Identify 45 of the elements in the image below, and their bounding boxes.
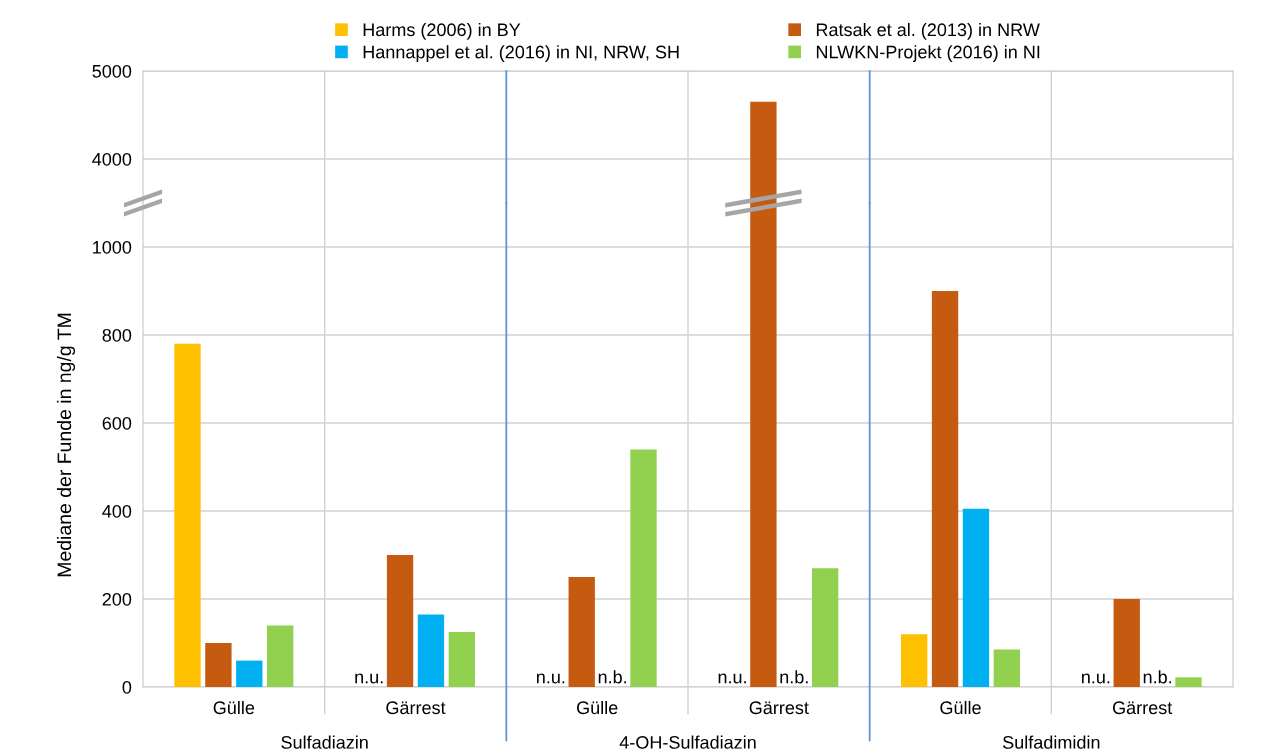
x-tick-label: Gülle (940, 700, 981, 715)
legend-label: Harms (2006) in BY (363, 22, 521, 40)
text: n.u. (355, 673, 383, 684)
bar (901, 634, 928, 687)
bar (931, 291, 959, 687)
text: 4-OH-Sulfadiazin (619, 735, 756, 749)
bar (811, 568, 839, 687)
x-tick-label: Gärrest (749, 701, 809, 715)
bar (236, 660, 263, 687)
bar (630, 449, 657, 687)
y-tick-label: 0 (122, 680, 132, 694)
legend-label: Ratsak et al. (2013) in NRW (816, 22, 1040, 40)
y-tick-label: 5000 (92, 64, 132, 78)
y-tick-label: 1000 (93, 240, 132, 254)
x-tick-label: Gärrest (386, 701, 446, 715)
x-tick-label: Gülle (213, 700, 255, 715)
bar (266, 625, 294, 687)
y-tick-label: 600 (102, 416, 132, 430)
legend-label: NLWKN-Projekt (2016) in NI (816, 45, 1040, 62)
bar (174, 343, 201, 687)
bar (993, 649, 1020, 687)
y-tick-label: 4000 (92, 152, 132, 166)
text: n.b. (1143, 670, 1172, 684)
bar (1113, 599, 1140, 687)
text: Sulfadimidin (1002, 735, 1100, 749)
bar (1175, 677, 1202, 687)
text: n.u. (1081, 673, 1110, 684)
bar (417, 614, 445, 687)
bar (448, 632, 475, 687)
bar (205, 643, 232, 687)
y-axis-title: Mediane der Funde in ng/g TM (56, 313, 76, 577)
text: n.u. (718, 673, 746, 684)
y-tick-label: 400 (102, 504, 132, 518)
text: Sulfadiazin (281, 735, 368, 749)
legend-label: Hannappel et al. (2016) in NI, NRW, SH (363, 45, 679, 62)
bar (568, 577, 595, 687)
bar (962, 508, 990, 687)
x-tick-label: Gärrest (1112, 701, 1173, 715)
bar (386, 555, 414, 687)
text: n.b. (780, 670, 808, 684)
text: n.b. (598, 670, 627, 684)
text: n.u. (536, 673, 565, 684)
y-tick-label: 800 (102, 328, 132, 342)
y-tick-label: 200 (102, 592, 132, 606)
x-tick-label: Gülle (577, 700, 618, 715)
